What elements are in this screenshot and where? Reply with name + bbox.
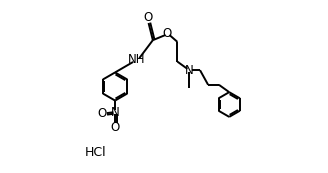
Text: O: O: [97, 107, 107, 120]
Text: O: O: [111, 121, 120, 134]
Text: HCl: HCl: [85, 146, 106, 159]
Text: O: O: [143, 11, 152, 24]
Text: N: N: [111, 106, 119, 119]
Text: NH: NH: [128, 53, 145, 66]
Text: N: N: [185, 64, 194, 77]
Text: O: O: [163, 27, 172, 40]
